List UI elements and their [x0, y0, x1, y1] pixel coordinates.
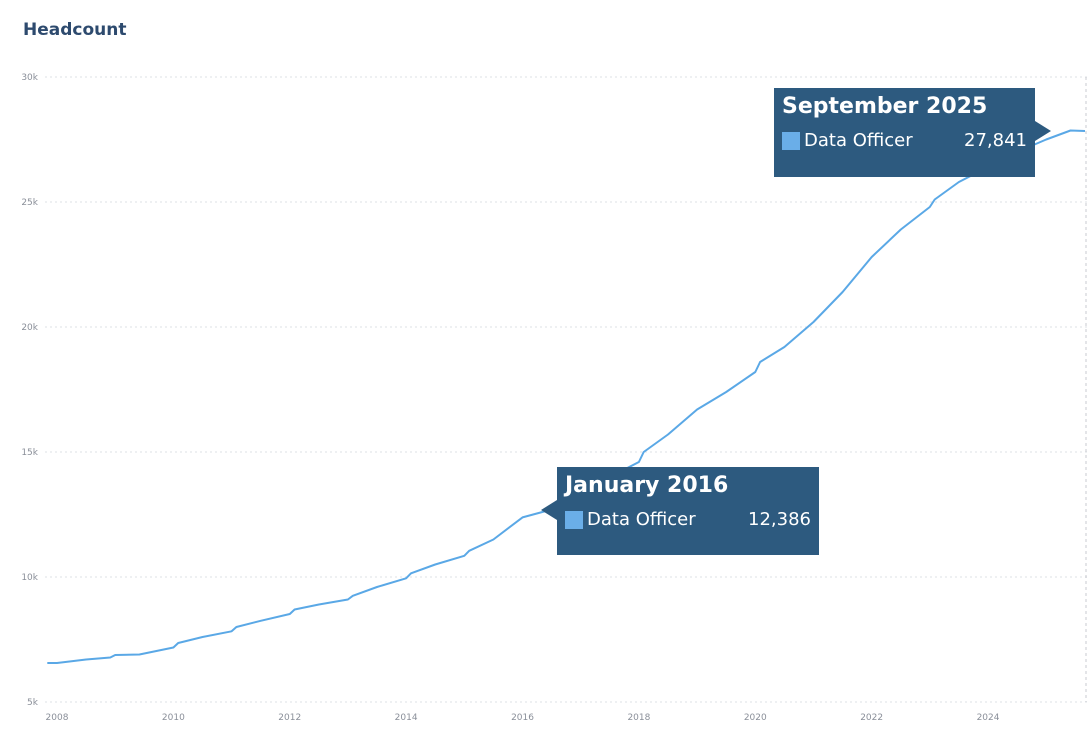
tooltip-january-2016: January 2016 Data Officer 12,386	[541, 467, 819, 555]
chart-title: Headcount	[23, 20, 127, 40]
x-tick-label: 2012	[278, 713, 301, 723]
tooltip-value: 27,841	[964, 130, 1027, 151]
legend-swatch	[565, 510, 583, 529]
legend-swatch	[782, 131, 800, 150]
tooltip-title: September 2025	[782, 94, 988, 119]
x-tick-label: 2024	[977, 713, 1000, 723]
tooltip-title: January 2016	[565, 473, 729, 498]
y-tick-label: 30k	[21, 73, 38, 83]
tooltip-value: 12,386	[748, 509, 811, 530]
y-tick-label: 5k	[27, 698, 39, 708]
y-tick-label: 25k	[21, 198, 38, 208]
x-tick-label: 2018	[627, 713, 650, 723]
series-line-data-officer	[47, 129, 1086, 664]
y-tick-label: 15k	[21, 448, 38, 458]
x-tick-label: 2016	[511, 713, 534, 723]
x-tick-label: 2020	[744, 713, 767, 723]
x-tick-label: 2010	[162, 713, 185, 723]
tooltip-series: Data Officer	[804, 130, 913, 151]
y-tick-label: 10k	[21, 573, 38, 583]
x-tick-label: 2014	[395, 713, 418, 723]
tooltip-series: Data Officer	[587, 509, 696, 530]
tooltip-september-2025: September 2025 Data Officer 27,841	[774, 88, 1051, 177]
x-tick-label: 2008	[46, 713, 69, 723]
x-tick-label: 2022	[860, 713, 883, 723]
y-tick-label: 20k	[21, 323, 38, 333]
